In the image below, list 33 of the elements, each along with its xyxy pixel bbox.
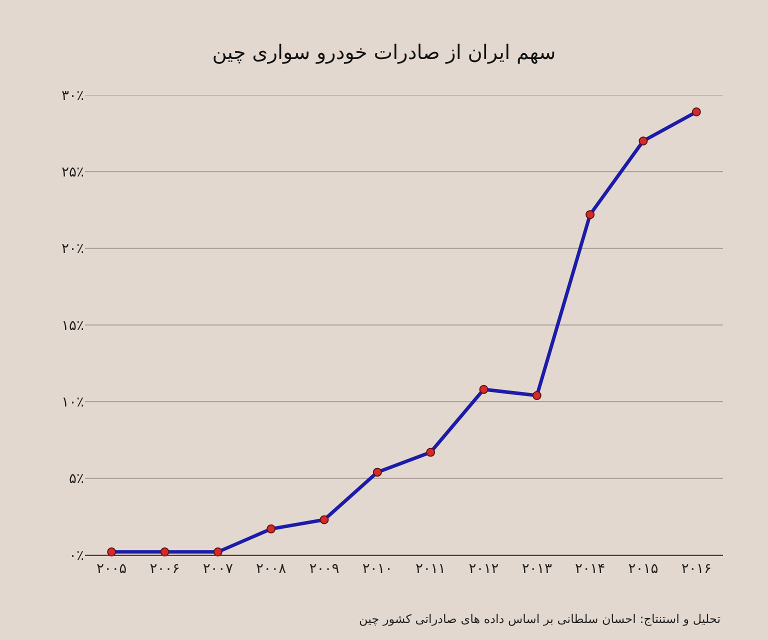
point <box>372 468 382 477</box>
point <box>266 524 276 534</box>
y-tick-label: ۱۵٪ <box>61 318 84 334</box>
point <box>213 547 222 556</box>
x-tick-label: ۲۰۰۸ <box>256 560 287 577</box>
point <box>479 384 488 394</box>
point <box>320 515 329 524</box>
x-tick-label: ۲۰۰۹ <box>309 560 340 577</box>
point <box>426 448 436 457</box>
x-tick-label: ۲۰۱۴ <box>575 560 606 577</box>
point <box>638 136 648 146</box>
x-tick-label: ۲۰۱۵ <box>628 560 658 577</box>
y-tick-label: ۵٪ <box>68 471 84 488</box>
y-tick-label: ۰٪ <box>68 548 84 564</box>
y-tick-label: ۲۰٪ <box>61 241 84 258</box>
point <box>160 547 170 556</box>
point <box>692 107 701 116</box>
y-tick-label: ۳۰٪ <box>61 88 84 104</box>
x-tick-label: ۲۰۱۱ <box>416 560 446 577</box>
x-tick-label: ۲۰۱۲ <box>468 560 499 577</box>
x-tick-label: ۲۰۰۷ <box>202 560 234 577</box>
x-tick-label: ۲۰۰۶ <box>150 560 180 577</box>
text: تحلیل و استنتاج: احسان سلطانی بر اساس داده های صادراتی کشور چین <box>359 612 721 626</box>
y-tick-label: ۱۰٪ <box>61 394 84 411</box>
point <box>586 210 595 220</box>
chart-title: سهم ایران از صادرات خودرو سواری چین <box>212 40 556 64</box>
x-tick-label: ۲۰۰۵ <box>96 560 127 577</box>
x-tick-label: ۲۰۱۶ <box>681 560 712 577</box>
point <box>532 391 542 400</box>
x-tick-label: ۲۰۱۰ <box>362 560 392 577</box>
point <box>107 547 116 556</box>
y-tick-label: ۲۵٪ <box>61 164 84 181</box>
x-tick-label: ۲۰۱۳ <box>522 560 552 577</box>
